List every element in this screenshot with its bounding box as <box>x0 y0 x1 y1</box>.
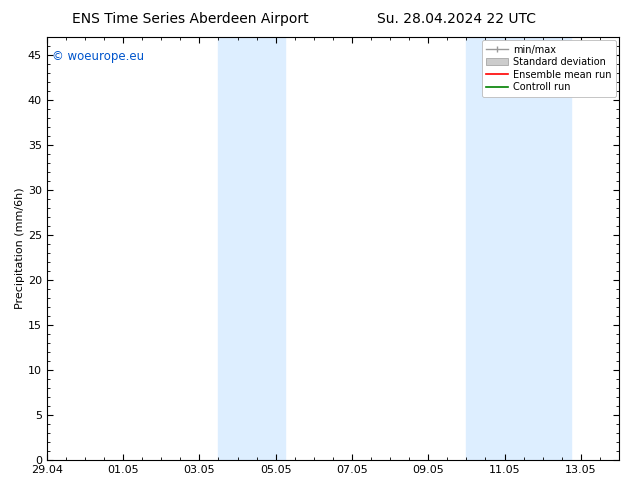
Text: © woeurope.eu: © woeurope.eu <box>53 50 145 63</box>
Bar <box>467 37 571 460</box>
Bar <box>219 37 285 460</box>
Text: ENS Time Series Aberdeen Airport: ENS Time Series Aberdeen Airport <box>72 12 309 26</box>
Legend: min/max, Standard deviation, Ensemble mean run, Controll run: min/max, Standard deviation, Ensemble me… <box>482 40 616 97</box>
Y-axis label: Precipitation (mm/6h): Precipitation (mm/6h) <box>15 188 25 309</box>
Text: Su. 28.04.2024 22 UTC: Su. 28.04.2024 22 UTC <box>377 12 536 26</box>
